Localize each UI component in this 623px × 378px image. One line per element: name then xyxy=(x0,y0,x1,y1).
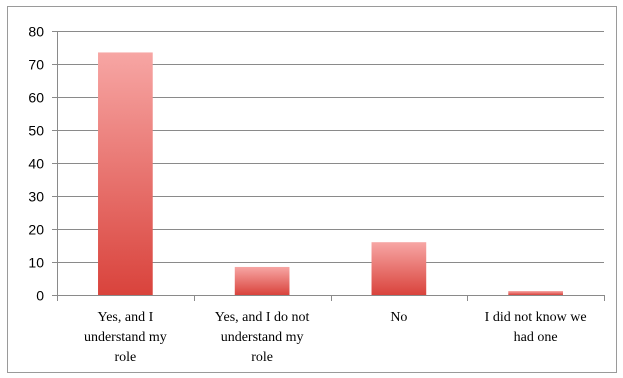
y-tick-label: 80 xyxy=(28,24,44,40)
x-category-label: Yes, and I do not understand my role xyxy=(215,310,310,365)
y-axis-ticks: 0 10 20 30 40 50 60 70 80 xyxy=(28,24,58,304)
x-category-label: No xyxy=(390,310,407,325)
y-tick-label: 40 xyxy=(28,156,44,172)
y-tick-label: 30 xyxy=(28,189,44,205)
bar xyxy=(371,242,427,295)
x-category-label: I did not know we had one xyxy=(485,310,587,345)
y-tick-label: 70 xyxy=(28,57,44,73)
y-tick-label: 20 xyxy=(28,222,44,238)
x-axis xyxy=(57,295,605,301)
y-tick-label: 50 xyxy=(28,123,44,139)
bars xyxy=(98,52,563,296)
bar xyxy=(234,266,290,295)
y-tick-label: 10 xyxy=(28,255,44,271)
y-tick-label: 0 xyxy=(36,288,44,304)
bar xyxy=(508,291,563,295)
bar xyxy=(98,52,153,296)
y-tick-label: 60 xyxy=(28,90,44,106)
chart-border xyxy=(7,6,617,373)
